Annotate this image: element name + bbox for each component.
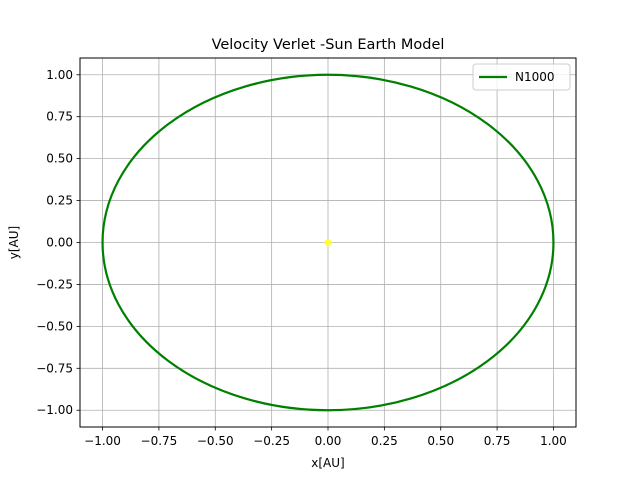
y-tick-label: 1.00	[46, 68, 73, 82]
x-tick-label: 0.25	[371, 434, 398, 448]
x-axis-label: x[AU]	[311, 456, 344, 470]
y-tick-label: −1.00	[36, 403, 73, 417]
y-tick-label: 0.25	[46, 194, 73, 208]
x-tick-label: 0.50	[427, 434, 454, 448]
y-tick-label: 0.75	[46, 110, 73, 124]
legend-label: N1000	[515, 70, 555, 84]
x-tick-label: 0.00	[315, 434, 342, 448]
y-axis-ticks: −1.00 −0.75 −0.50 −0.25 0.00 0.25 0.50 0.75 1.00	[36, 68, 80, 417]
x-tick-label: 0.75	[484, 434, 511, 448]
sun-marker	[324, 239, 332, 246]
x-axis-ticks: −1.00 −0.75 −0.50 −0.25 0.00 0.25 0.50 0.75 1.00	[84, 427, 567, 448]
x-tick-label: 1.00	[540, 434, 567, 448]
legend: N1000	[472, 63, 571, 91]
x-tick-label: −0.75	[141, 434, 178, 448]
y-tick-label: 0.00	[46, 236, 73, 250]
y-tick-label: −0.25	[36, 277, 73, 291]
y-tick-label: 0.50	[46, 152, 73, 166]
chart-title: Velocity Verlet -Sun Earth Model	[212, 37, 445, 53]
x-tick-label: −0.25	[253, 434, 290, 448]
legend-box	[472, 63, 571, 91]
orbit-line-n1000	[101, 73, 555, 412]
x-tick-label: −1.00	[84, 434, 121, 448]
y-tick-label: −0.75	[36, 361, 73, 375]
y-axis-label: y[AU]	[7, 226, 21, 259]
x-tick-label: −0.50	[197, 434, 234, 448]
y-tick-label: −0.50	[36, 319, 73, 333]
series-layer	[101, 73, 555, 412]
